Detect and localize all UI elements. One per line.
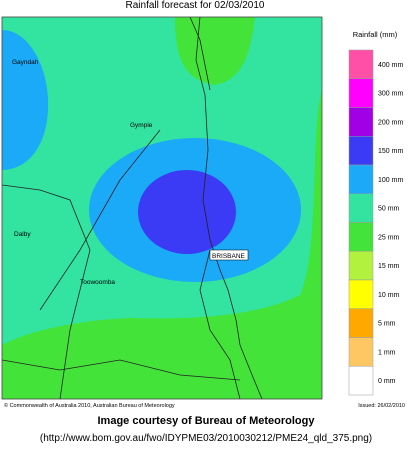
place: Dalby xyxy=(14,231,31,238)
title: Rainfall forecast for 02/03/2010 xyxy=(126,0,265,11)
legend-label: 100 mm xyxy=(378,177,403,184)
legend-swatch xyxy=(348,337,374,367)
map-border xyxy=(1,16,323,400)
place-box xyxy=(209,249,249,261)
legend-label: 5 mm xyxy=(378,321,396,328)
legend-swatch xyxy=(348,136,374,166)
place: Gayndah xyxy=(12,59,39,66)
place: Toowoomba xyxy=(80,279,115,286)
boundaries xyxy=(2,17,263,399)
place-labels: Gayndah Gympie Dalby Toowoomba BRISBANE xyxy=(12,59,249,286)
legend-swatch xyxy=(348,308,374,338)
legend-swatch xyxy=(348,366,374,396)
legend-swatch xyxy=(348,193,374,223)
map: Gayndah Gympie Dalby Toowoomba BRISBANE xyxy=(1,16,323,400)
legend-label: 300 mm xyxy=(378,91,403,98)
legend-swatch xyxy=(348,251,374,281)
legend-label: 10 mm xyxy=(378,292,400,299)
legend-title: Rainfall (mm) xyxy=(353,30,398,39)
zone-100-west xyxy=(2,30,49,170)
legend-label: 25 mm xyxy=(378,234,400,241)
copyright: © Commonwealth of Australia 2010, Austra… xyxy=(4,402,175,409)
legend-swatch xyxy=(348,49,374,79)
caption: Image courtesy of Bureau of Meteorology xyxy=(98,415,316,427)
place: Gympie xyxy=(130,122,153,129)
legend-swatch xyxy=(348,222,374,252)
legend-swatch xyxy=(348,279,374,309)
legend-label: 0 mm xyxy=(378,378,396,385)
zone-150 xyxy=(138,170,236,254)
source-url: (http://www.bom.gov.au/fwo/IDYPME03/2010… xyxy=(40,433,372,444)
legend-swatch xyxy=(348,107,374,137)
legend-label: 1 mm xyxy=(378,349,396,356)
legend-label: 150 mm xyxy=(378,148,403,155)
issued: Issued: 26/02/2010 xyxy=(358,403,405,409)
legend-swatch xyxy=(348,78,374,108)
legend-label: 200 mm xyxy=(378,119,403,126)
legend-label: 50 mm xyxy=(378,206,400,213)
legend: 400 mm 300 mm 200 mm 150 mm 100 mm 50 mm 25 mm… xyxy=(348,49,403,396)
legend-label: 400 mm xyxy=(378,62,403,69)
legend-label: 15 mm xyxy=(378,263,400,270)
place: BRISBANE xyxy=(212,253,246,260)
legend-swatch xyxy=(348,164,374,194)
